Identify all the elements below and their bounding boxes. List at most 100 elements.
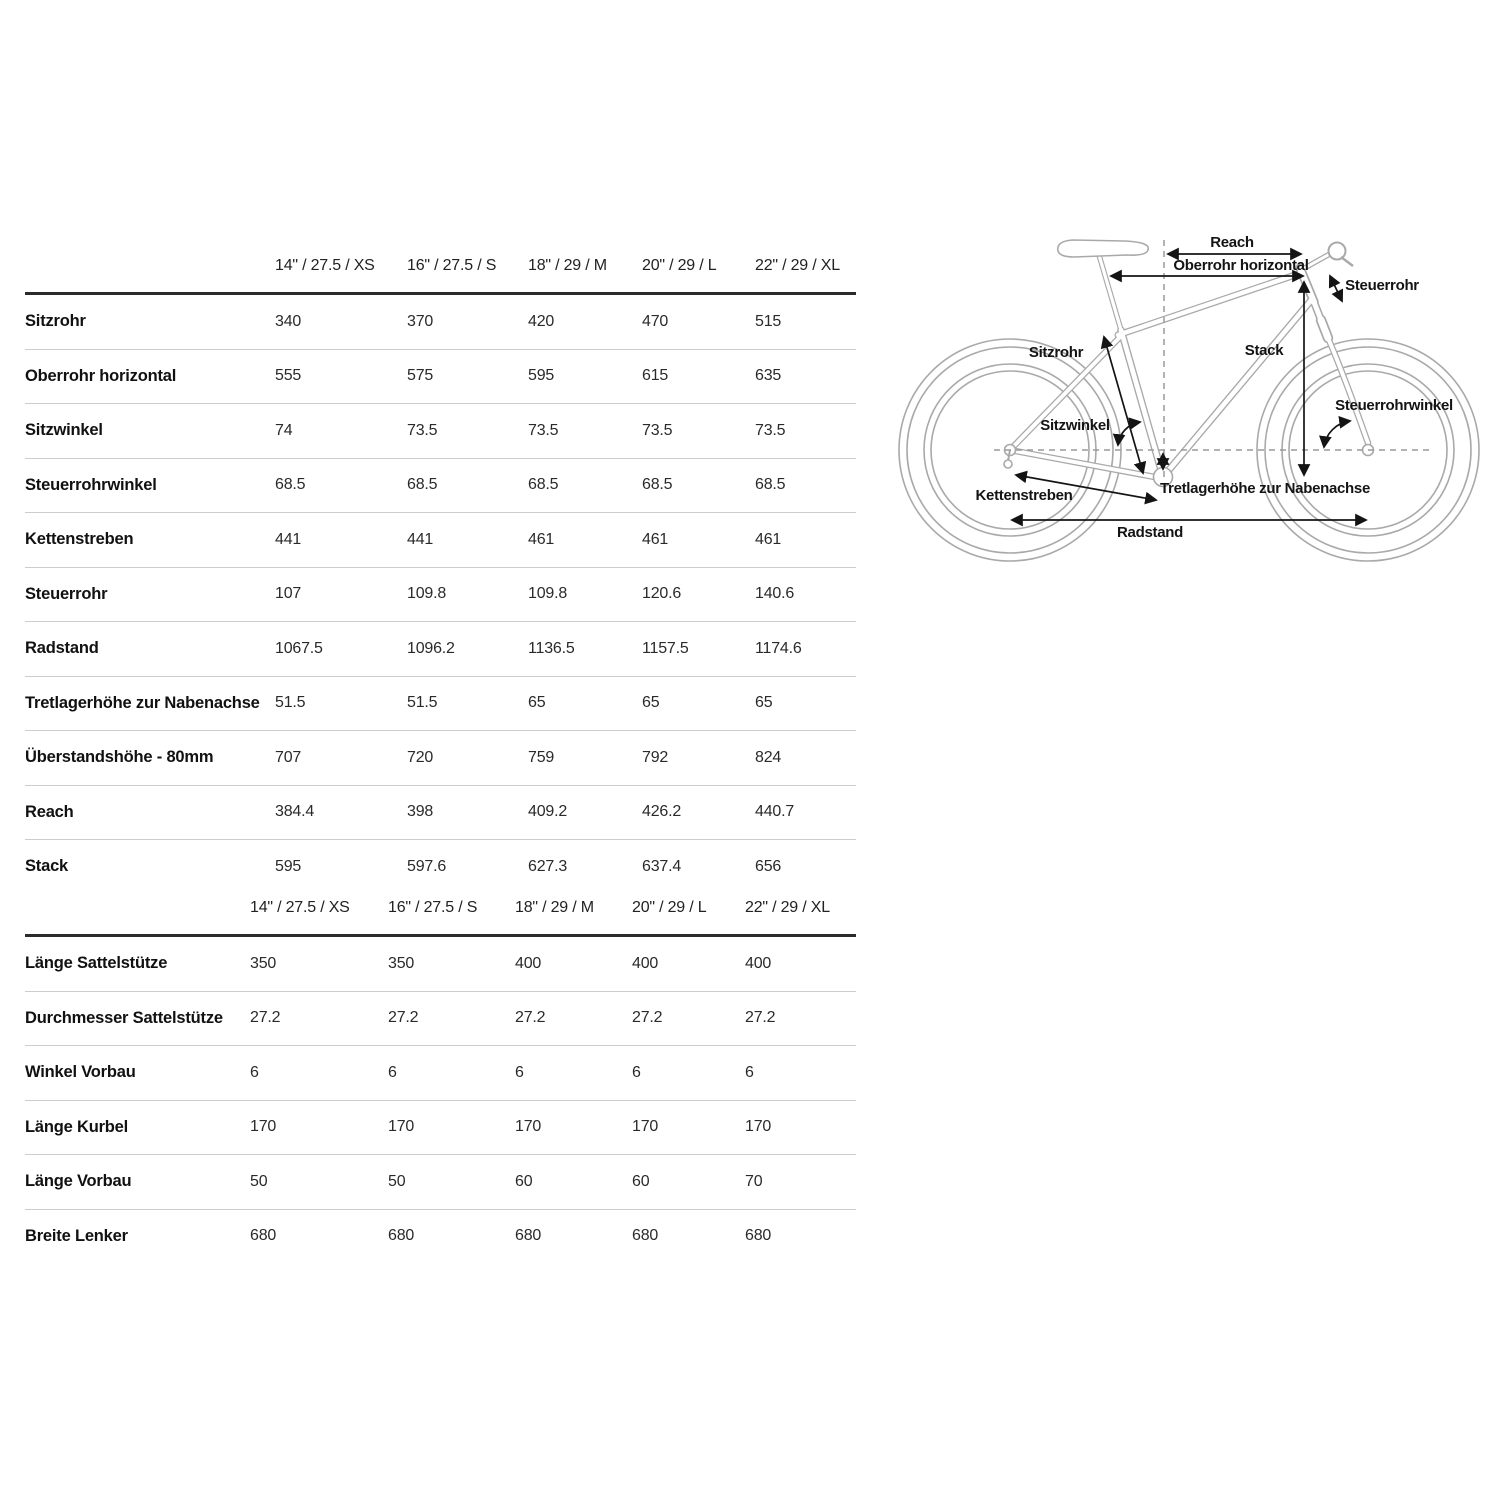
tretlagerhoehe-label: Tretlagerhöhe zur Nabenachse xyxy=(1160,480,1370,497)
cell: 409.2 xyxy=(528,803,568,821)
row-label: Breite Lenker xyxy=(25,1226,128,1245)
cell: 6 xyxy=(388,1063,397,1081)
cell: 65 xyxy=(642,694,660,712)
cell: 68.5 xyxy=(407,476,438,494)
column-header: 16" / 27.5 / S xyxy=(388,898,478,916)
cell: 350 xyxy=(250,954,277,972)
table-row: Steuerrohr 107 109.8 109.8 120.6 140.6 xyxy=(25,566,856,622)
cell: 27.2 xyxy=(388,1009,419,1027)
cell: 68.5 xyxy=(275,476,306,494)
cell: 73.5 xyxy=(407,421,438,439)
cell: 824 xyxy=(755,748,782,766)
cell: 384.4 xyxy=(275,803,315,821)
column-header: 14" / 27.5 / XS xyxy=(250,898,350,916)
row-label: Steuerrohr xyxy=(25,584,108,603)
cell: 6 xyxy=(745,1063,754,1081)
cell: 575 xyxy=(407,367,434,385)
row-label: Tretlagerhöhe zur Nabenachse xyxy=(25,693,260,712)
component-geometry-table: 14" / 27.5 / XS 16" / 27.5 / S 18" / 29 … xyxy=(25,881,856,1263)
cell: 170 xyxy=(515,1118,542,1136)
table-row: Kettenstreben 441 441 461 461 461 xyxy=(25,512,856,567)
cell: 140.6 xyxy=(755,585,795,603)
sitzwinkel-label: Sitzwinkel xyxy=(1040,417,1110,434)
cell: 680 xyxy=(388,1227,415,1245)
table-row: Tretlagerhöhe zur Nabenachse 51.5 51.5 6… xyxy=(25,675,856,731)
cell: 461 xyxy=(528,530,555,548)
table-row: Länge Kurbel 170 170 170 170 170 xyxy=(25,1099,856,1155)
cell: 707 xyxy=(275,748,302,766)
table-row: Winkel Vorbau 6 6 6 6 6 xyxy=(25,1045,856,1100)
handlebar-grip-icon xyxy=(1327,241,1347,261)
row-label: Radstand xyxy=(25,639,99,658)
cell: 595 xyxy=(528,367,555,385)
cell: 6 xyxy=(250,1063,259,1081)
row-label: Reach xyxy=(25,802,74,821)
cell: 73.5 xyxy=(642,421,673,439)
row-label: Oberrohr horizontal xyxy=(25,366,177,385)
cell: 515 xyxy=(755,312,782,330)
cell: 461 xyxy=(642,530,669,548)
bike-geometry-diagram: Reach Oberrohr horizontal Steuerrohr Sit… xyxy=(898,234,1480,562)
cell: 65 xyxy=(528,694,546,712)
cell: 792 xyxy=(642,748,669,766)
cell: 637.4 xyxy=(642,857,682,875)
cell: 680 xyxy=(515,1227,542,1245)
table-row: Sitzrohr 340 370 420 470 515 xyxy=(25,295,856,349)
cell: 74 xyxy=(275,421,293,439)
cell: 27.2 xyxy=(515,1009,546,1027)
cell: 680 xyxy=(250,1227,277,1245)
cell: 109.8 xyxy=(528,585,568,603)
derailleur-icon xyxy=(1007,449,1011,462)
cell: 60 xyxy=(632,1172,650,1190)
sitzrohr-label: Sitzrohr xyxy=(1029,344,1084,361)
row-label: Stack xyxy=(25,857,69,876)
cell: 1157.5 xyxy=(642,639,689,657)
cell: 400 xyxy=(632,954,659,972)
cell: 27.2 xyxy=(250,1009,281,1027)
steuerrohr-label: Steuerrohr xyxy=(1345,277,1419,294)
sitzwinkel-angle-arc xyxy=(1112,417,1142,447)
cell: 441 xyxy=(275,530,302,548)
row-label: Kettenstreben xyxy=(25,530,134,549)
table-body: Länge Sattelstütze 350 350 400 400 400 D… xyxy=(25,937,856,1263)
frame-geometry-table: 14" / 27.5 / XS 16" / 27.5 / S 18" / 29 … xyxy=(25,239,856,894)
row-label: Sitzrohr xyxy=(25,312,86,331)
cell: 68.5 xyxy=(755,476,786,494)
table-row: Breite Lenker 680 680 680 680 680 xyxy=(25,1208,856,1264)
cell: 470 xyxy=(642,312,669,330)
cell: 656 xyxy=(755,857,782,875)
cell: 68.5 xyxy=(642,476,673,494)
cell: 170 xyxy=(388,1118,415,1136)
column-header: 14" / 27.5 / XS xyxy=(275,256,375,274)
cell: 555 xyxy=(275,367,302,385)
table-row: Steuerrohrwinkel 68.5 68.5 68.5 68.5 68.… xyxy=(25,457,856,513)
cell: 1096.2 xyxy=(407,639,455,657)
table-row: Stack 595 597.6 627.3 637.4 656 xyxy=(25,839,856,894)
cell: 759 xyxy=(528,748,555,766)
cell: 680 xyxy=(745,1227,772,1245)
cell: 1174.6 xyxy=(755,639,802,657)
column-header: 22" / 29 / XL xyxy=(755,256,840,274)
brake-lever-icon xyxy=(1340,256,1354,267)
cell: 420 xyxy=(528,312,555,330)
reach-label: Reach xyxy=(1210,234,1254,251)
cell: 70 xyxy=(745,1172,763,1190)
kettenstreben-label: Kettenstreben xyxy=(976,487,1073,504)
row-label: Überstandshöhe - 80mm xyxy=(25,748,214,767)
cell: 50 xyxy=(388,1172,406,1190)
cell: 597.6 xyxy=(407,857,447,875)
steuerrohrwinkel-angle-arc xyxy=(1319,416,1352,449)
cell: 461 xyxy=(755,530,782,548)
table-header-row: 14" / 27.5 / XS 16" / 27.5 / S 18" / 29 … xyxy=(25,881,856,937)
row-label: Länge Vorbau xyxy=(25,1172,132,1191)
steuerrohr-arrow xyxy=(1328,274,1344,303)
radstand-label: Radstand xyxy=(1117,524,1183,541)
table-row: Reach 384.4 398 409.2 426.2 440.7 xyxy=(25,784,856,840)
cell: 6 xyxy=(632,1063,641,1081)
cell: 441 xyxy=(407,530,434,548)
cell: 65 xyxy=(755,694,773,712)
row-label: Sitzwinkel xyxy=(25,421,103,440)
table-row: Länge Vorbau 50 50 60 60 70 xyxy=(25,1154,856,1209)
cell: 426.2 xyxy=(642,803,682,821)
cell: 60 xyxy=(515,1172,533,1190)
